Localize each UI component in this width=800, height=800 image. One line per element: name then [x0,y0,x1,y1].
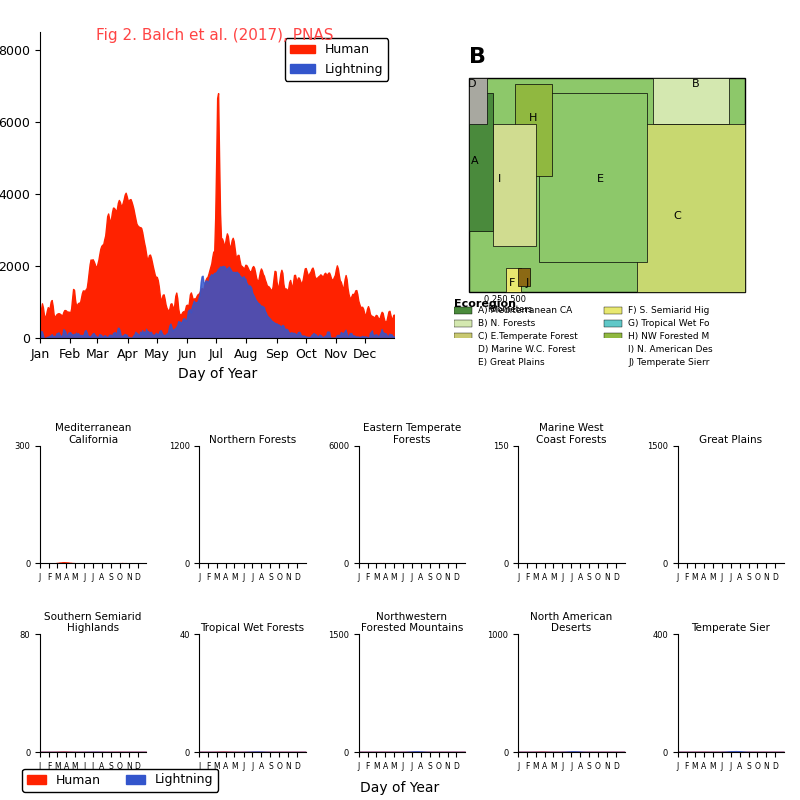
Bar [454,320,472,327]
Text: Kilometers: Kilometers [487,305,533,314]
Text: I: I [498,174,502,184]
Title: Northern Forests: Northern Forests [209,435,296,445]
Text: F: F [509,278,515,288]
Title: North American
Deserts: North American Deserts [530,612,613,634]
Bar [604,320,622,327]
Bar [539,94,646,262]
Bar [515,84,552,176]
Text: J) Temperate Sierr: J) Temperate Sierr [628,358,710,366]
Title: Marine West
Coast Forests: Marine West Coast Forests [536,423,606,445]
Bar [518,268,530,286]
Bar [638,124,745,293]
Text: H) NW Forested M: H) NW Forested M [628,332,710,341]
Text: Ecoregion: Ecoregion [454,298,516,309]
Bar [494,124,536,246]
X-axis label: Day of Year: Day of Year [178,366,257,381]
Bar [454,307,472,314]
Bar [469,94,494,231]
Title: Mediterranean
California: Mediterranean California [55,423,131,445]
Text: D: D [468,79,476,89]
Legend: Human, Lightning: Human, Lightning [22,769,218,791]
Title: Tropical Wet Forests: Tropical Wet Forests [201,623,305,634]
Bar [506,268,521,293]
Bar [469,78,487,124]
Text: H: H [529,113,538,122]
Bar [604,333,622,340]
Text: G) Tropical Wet Fo: G) Tropical Wet Fo [628,319,710,328]
Bar [653,78,730,124]
Bar [454,346,472,353]
Text: E: E [598,174,604,184]
Title: Great Plains: Great Plains [699,435,762,445]
Text: I) N. American Des: I) N. American Des [628,345,713,354]
Text: J: J [526,278,529,288]
Text: Day of Year: Day of Year [360,781,440,795]
Text: B) N. Forests: B) N. Forests [478,319,535,328]
Legend: Human, Lightning: Human, Lightning [285,38,388,81]
Title: Southern Semiarid
Highlands: Southern Semiarid Highlands [45,612,142,634]
Text: E) Great Plains: E) Great Plains [478,358,545,366]
Text: Fig 2. Balch et al. (2017), PNAS: Fig 2. Balch et al. (2017), PNAS [96,28,334,43]
Title: Temperate Sier: Temperate Sier [691,623,770,634]
Text: F) S. Semiarid Hig: F) S. Semiarid Hig [628,306,710,315]
Bar [604,307,622,314]
Bar [454,333,472,340]
Bar [604,358,622,366]
Text: B: B [692,79,699,89]
Title: Northwestern
Forested Mountains: Northwestern Forested Mountains [361,612,463,634]
Text: 0 250 500: 0 250 500 [484,295,526,305]
Bar [469,78,745,293]
Text: C: C [674,211,682,221]
Bar [604,346,622,353]
Text: A) Mediterranean CA: A) Mediterranean CA [478,306,573,315]
Text: D) Marine W.C. Forest: D) Marine W.C. Forest [478,345,576,354]
Text: A: A [471,156,479,166]
Text: C) E.Temperate Forest: C) E.Temperate Forest [478,332,578,341]
Text: B: B [469,47,486,67]
Bar [454,358,472,366]
Title: Eastern Temperate
Forests: Eastern Temperate Forests [363,423,461,445]
